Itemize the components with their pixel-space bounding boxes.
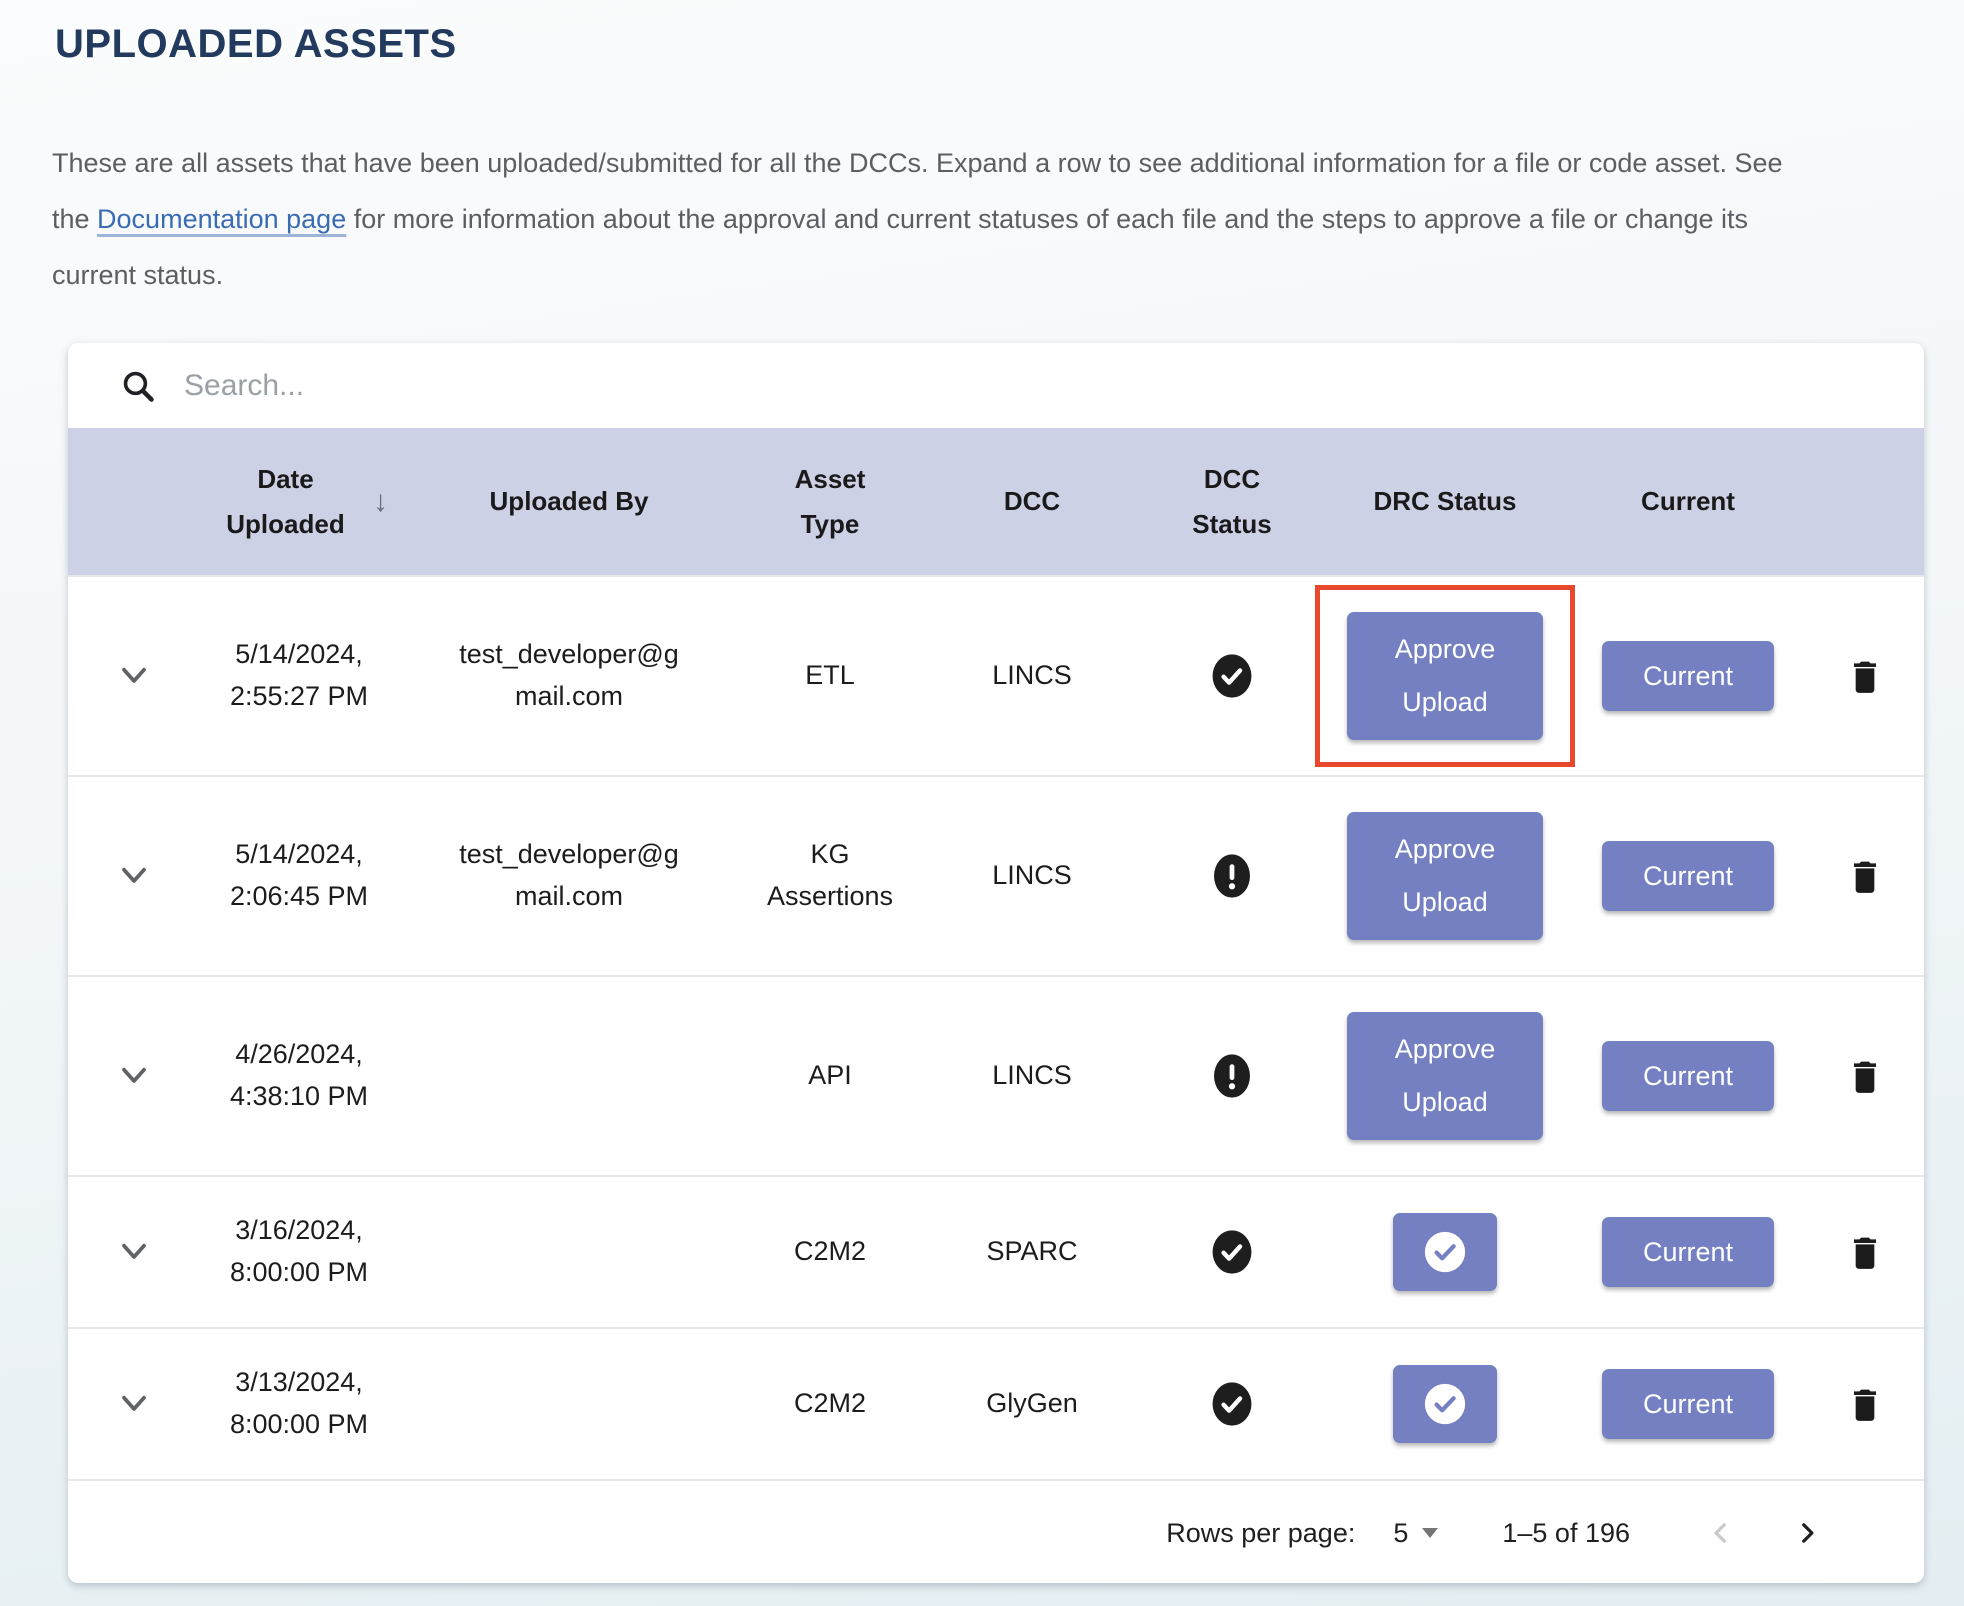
dcc-cell: GlyGen <box>986 1388 1078 1419</box>
dropdown-arrow-icon <box>1422 1528 1439 1538</box>
approve-upload-button[interactable]: Approve Upload <box>1347 1012 1543 1140</box>
column-header-asset-type[interactable]: Asset Type <box>794 464 866 539</box>
rows-per-page-label: Rows per page: <box>1166 1517 1356 1548</box>
chevron-down-icon <box>119 1394 149 1414</box>
trash-icon <box>1845 1053 1885 1099</box>
table-pagination: Rows per page: 5 1–5 of 196 <box>68 1479 1924 1583</box>
asset-type-cell: C2M2 <box>793 1388 867 1419</box>
expand-row-button[interactable] <box>113 1060 155 1092</box>
check-circle-icon <box>1422 1381 1468 1427</box>
table-header: Date Uploaded ↓ Uploaded By Asset Type D… <box>68 428 1924 575</box>
table-row: 3/13/2024, 8:00:00 PM C2M2 GlyGen Curren… <box>68 1327 1924 1479</box>
asset-type-cell: ETL <box>805 660 855 691</box>
delete-asset-button[interactable] <box>1841 1225 1889 1279</box>
approve-upload-button[interactable]: Approve Upload <box>1347 612 1543 740</box>
search-input[interactable] <box>182 367 1186 404</box>
dcc-status-error-circle-icon <box>1210 851 1254 901</box>
pagination-range: 1–5 of 196 <box>1502 1517 1630 1548</box>
rows-per-page-value: 5 <box>1393 1517 1409 1548</box>
assets-table-card: Date Uploaded ↓ Uploaded By Asset Type D… <box>68 343 1924 1583</box>
description-text-end: for more information about the approval … <box>52 204 1749 290</box>
uploaded-by-cell: test_developer@gmail.com <box>459 639 679 711</box>
date-uploaded-cell: 5/14/2024, 2:06:45 PM <box>229 839 369 911</box>
expand-row-button[interactable] <box>113 860 155 892</box>
drc-approved-button[interactable] <box>1393 1365 1497 1443</box>
description-text-start: These are all assets that have been uplo… <box>52 148 1783 234</box>
dcc-cell: LINCS <box>992 860 1072 891</box>
table-row: 5/14/2024, 2:06:45 PM test_developer@gma… <box>68 775 1924 975</box>
rows-per-page-select[interactable]: 5 <box>1393 1517 1439 1549</box>
date-uploaded-cell: 3/16/2024, 8:00:00 PM <box>229 1215 369 1287</box>
previous-page-button[interactable] <box>1700 1508 1742 1558</box>
asset-type-cell: C2M2 <box>793 1236 867 1267</box>
expand-row-button[interactable] <box>113 660 155 692</box>
date-uploaded-cell: 3/13/2024, 8:00:00 PM <box>229 1367 369 1439</box>
asset-type-cell: KG Assertions <box>766 839 894 911</box>
column-header-date-uploaded[interactable]: Date Uploaded ↓ <box>200 457 398 545</box>
dcc-status-check-circle-icon <box>1210 1379 1254 1429</box>
dcc-status-check-circle-icon <box>1210 651 1254 701</box>
uploaded-by-cell: test_developer@gmail.com <box>459 839 679 911</box>
table-row: 4/26/2024, 4:38:10 PM API LINCS Approve … <box>68 975 1924 1175</box>
delete-asset-button[interactable] <box>1841 649 1889 703</box>
trash-icon <box>1845 1229 1885 1275</box>
current-status-button[interactable]: Current <box>1602 1041 1774 1111</box>
search-icon <box>120 368 156 404</box>
column-header-drc-status[interactable]: DRC Status <box>1373 486 1517 517</box>
approve-upload-highlight-box: Approve Upload <box>1315 585 1575 767</box>
column-header-dcc-status[interactable]: DCC Status <box>1192 464 1272 539</box>
current-status-button[interactable]: Current <box>1602 841 1774 911</box>
page-description: These are all assets that have been uplo… <box>52 135 1802 303</box>
current-status-button[interactable]: Current <box>1602 1217 1774 1287</box>
column-header-uploaded-by[interactable]: Uploaded By <box>489 486 649 517</box>
dcc-cell: LINCS <box>992 660 1072 691</box>
table-row: 3/16/2024, 8:00:00 PM C2M2 SPARC Current <box>68 1175 1924 1327</box>
documentation-link[interactable]: Documentation page <box>97 204 347 234</box>
chevron-right-icon <box>1794 1516 1820 1550</box>
check-circle-icon <box>1422 1229 1468 1275</box>
approve-upload-button[interactable]: Approve Upload <box>1347 812 1543 940</box>
dcc-status-check-circle-icon <box>1210 1227 1254 1277</box>
date-uploaded-cell: 4/26/2024, 4:38:10 PM <box>229 1039 369 1111</box>
column-header-current[interactable]: Current <box>1641 486 1735 517</box>
column-header-label: Date Uploaded <box>226 464 345 539</box>
delete-asset-button[interactable] <box>1841 849 1889 903</box>
current-status-button[interactable]: Current <box>1602 1369 1774 1439</box>
sort-descending-icon: ↓ <box>373 484 388 518</box>
table-row: 5/14/2024, 2:55:27 PM test_developer@gma… <box>68 575 1924 775</box>
expand-row-button[interactable] <box>113 1388 155 1420</box>
chevron-down-icon <box>119 666 149 686</box>
chevron-down-icon <box>119 1066 149 1086</box>
delete-asset-button[interactable] <box>1841 1377 1889 1431</box>
dcc-cell: LINCS <box>992 1060 1072 1091</box>
drc-approved-button[interactable] <box>1393 1213 1497 1291</box>
asset-type-cell: API <box>808 1060 852 1091</box>
search-bar <box>68 343 1924 428</box>
trash-icon <box>1845 853 1885 899</box>
chevron-left-icon <box>1708 1516 1734 1550</box>
chevron-down-icon <box>119 1242 149 1262</box>
dcc-status-error-circle-icon <box>1210 1051 1254 1101</box>
expand-row-button[interactable] <box>113 1236 155 1268</box>
delete-asset-button[interactable] <box>1841 1049 1889 1103</box>
page-title: UPLOADED ASSETS <box>55 22 457 66</box>
column-header-dcc[interactable]: DCC <box>1003 486 1061 517</box>
trash-icon <box>1845 653 1885 699</box>
chevron-down-icon <box>119 866 149 886</box>
trash-icon <box>1845 1381 1885 1427</box>
next-page-button[interactable] <box>1786 1508 1828 1558</box>
current-status-button[interactable]: Current <box>1602 641 1774 711</box>
dcc-cell: SPARC <box>986 1236 1078 1267</box>
date-uploaded-cell: 5/14/2024, 2:55:27 PM <box>229 639 369 711</box>
